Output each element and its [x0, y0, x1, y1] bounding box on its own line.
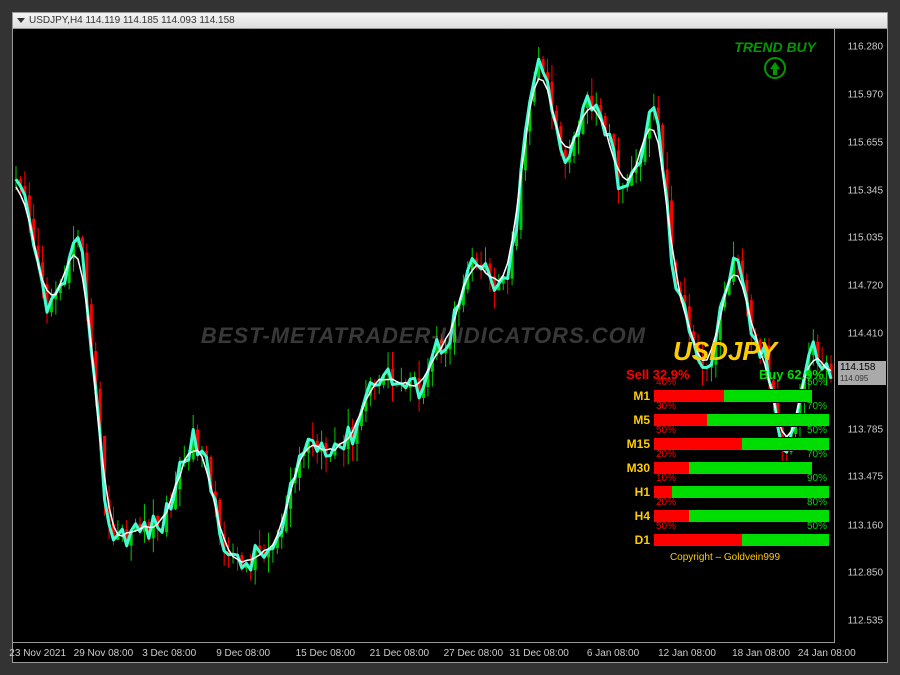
x-tick: 12 Jan 08:00 [658, 648, 716, 659]
tf-label: D1 [620, 533, 650, 547]
tf-label: M15 [620, 437, 650, 451]
tf-label: H4 [620, 509, 650, 523]
y-tick: 114.720 [848, 281, 883, 292]
y-tick: 114.410 [848, 328, 883, 339]
titlebar[interactable]: USDJPY,H4 114.119 114.185 114.093 114.15… [13, 13, 887, 29]
tf-sell-pct: 20% [656, 449, 676, 460]
tf-row: H110%90% [620, 482, 830, 502]
tf-buy-bar [689, 462, 812, 474]
x-tick: 27 Dec 08:00 [444, 648, 504, 659]
tf-bar: 20%70% [653, 461, 830, 475]
tf-buy-pct: 80% [807, 497, 827, 508]
price-tag: 114.158114.095 [837, 360, 887, 386]
tf-row: M530%70% [620, 410, 830, 430]
chart-plot[interactable]: BEST-METATRADER-INDICATORS.COM TREND BUY… [13, 29, 835, 642]
tf-row: M1550%50% [620, 434, 830, 454]
x-tick: 24 Jan 08:00 [798, 648, 856, 659]
y-tick: 115.035 [848, 233, 883, 244]
tf-buy-pct: 90% [807, 473, 827, 484]
tf-buy-pct: 50% [807, 425, 827, 436]
tf-sell-bar [654, 534, 742, 546]
trend-label: TREND BUY [734, 39, 816, 55]
y-axis: 116.280 115.970 115.655 115.345 115.035 114.7… [835, 29, 887, 642]
y-tick: 115.655 [848, 138, 883, 149]
tf-buy-bar [672, 486, 830, 498]
tf-sell-pct: 50% [656, 425, 676, 436]
x-tick: 9 Dec 08:00 [216, 648, 270, 659]
panel-copyright: Copyright – Goldvein999 [620, 552, 830, 563]
y-tick: 115.345 [848, 185, 883, 196]
strength-panel: USDJPY Sell 32.9% Buy 62.9% M140%50%M530… [620, 336, 830, 563]
tf-bar: 10%90% [653, 485, 830, 499]
tf-buy-bar [742, 534, 830, 546]
tf-row: M3020%70% [620, 458, 830, 478]
x-tick: 21 Dec 08:00 [370, 648, 430, 659]
tf-label: M5 [620, 413, 650, 427]
y-tick: 112.850 [848, 568, 883, 579]
tf-buy-pct: 70% [807, 449, 827, 460]
chart-window[interactable]: USDJPY,H4 114.119 114.185 114.093 114.15… [12, 12, 888, 663]
x-tick: 18 Jan 08:00 [732, 648, 790, 659]
x-tick: 15 Dec 08:00 [296, 648, 356, 659]
panel-symbol: USDJPY [620, 336, 830, 367]
y-tick: 112.535 [848, 616, 883, 627]
tf-sell-pct: 40% [656, 377, 676, 388]
x-tick: 6 Jan 08:00 [587, 648, 639, 659]
arrow-up-icon [764, 57, 786, 79]
tf-label: M1 [620, 389, 650, 403]
y-tick: 115.970 [848, 89, 883, 100]
y-tick: 113.160 [848, 520, 883, 531]
x-axis: 23 Nov 202129 Nov 08:003 Dec 08:009 Dec … [13, 642, 835, 662]
trend-indicator: TREND BUY [734, 39, 816, 79]
tf-buy-pct: 50% [807, 521, 827, 532]
panel-summary: Sell 32.9% Buy 62.9% [620, 367, 830, 382]
tf-sell-pct: 10% [656, 473, 676, 484]
tf-buy-pct: 70% [807, 401, 827, 412]
tf-bar: 30%70% [653, 413, 830, 427]
y-tick: 113.785 [848, 424, 883, 435]
tf-bar: 40%50% [653, 389, 830, 403]
dropdown-icon[interactable] [17, 18, 25, 23]
app-window: USDJPY,H4 114.119 114.185 114.093 114.15… [0, 0, 900, 675]
y-tick: 113.475 [848, 472, 883, 483]
x-tick: 31 Dec 08:00 [509, 648, 569, 659]
tf-sell-pct: 50% [656, 521, 676, 532]
tf-sell-pct: 20% [656, 497, 676, 508]
chart-title: USDJPY,H4 114.119 114.185 114.093 114.15… [29, 15, 235, 26]
tf-buy-bar [724, 390, 812, 402]
tf-bar: 20%80% [653, 509, 830, 523]
x-tick: 23 Nov 2021 [9, 648, 66, 659]
tf-bar: 50%50% [653, 533, 830, 547]
y-tick: 116.280 [848, 42, 883, 53]
tf-sell-pct: 30% [656, 401, 676, 412]
tf-row: M140%50% [620, 386, 830, 406]
tf-bar: 50%50% [653, 437, 830, 451]
tf-buy-pct: 50% [807, 377, 827, 388]
tf-row: H420%80% [620, 506, 830, 526]
tf-label: M30 [620, 461, 650, 475]
tf-row: D150%50% [620, 530, 830, 550]
x-tick: 3 Dec 08:00 [142, 648, 196, 659]
x-tick: 29 Nov 08:00 [74, 648, 134, 659]
tf-label: H1 [620, 485, 650, 499]
